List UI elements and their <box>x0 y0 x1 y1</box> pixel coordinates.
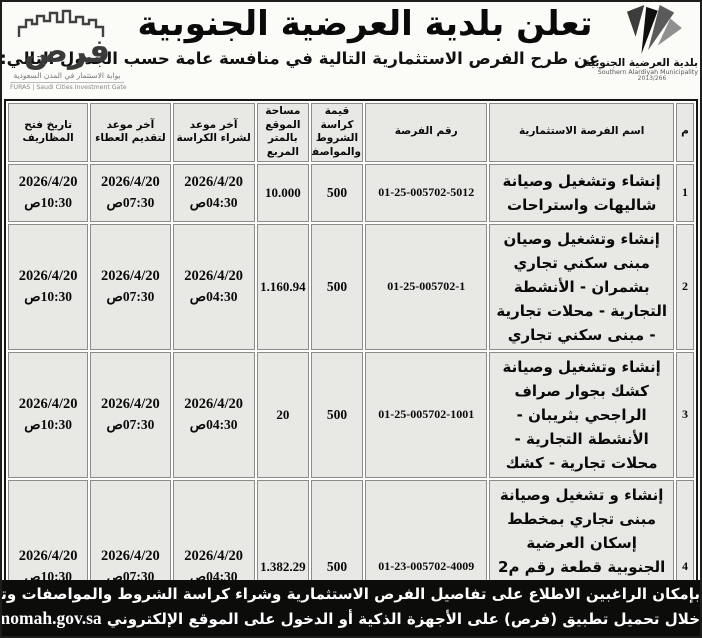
date-value: 2026/4/20 <box>18 174 78 191</box>
title-block: تعلن بلدية العرضية الجنوبية عن طرح الفرص… <box>0 2 600 69</box>
purchase-deadline-cell: 2026/4/20 04:30ص <box>172 163 255 222</box>
skyline-icon <box>17 9 105 37</box>
footer-bar: بإمكان الراغبين الاطلاع على تفاصيل الفرص… <box>2 580 700 636</box>
row-number-cell: 1 <box>675 163 694 222</box>
opening-date-cell: 2026/4/20 10:30ص <box>8 351 89 478</box>
opening-date-cell: 2026/4/20 10:30ص <box>8 223 89 350</box>
municipality-logo: بلدية العرضية الجنوبية Southern Alardiya… <box>584 4 698 83</box>
time-value: 10:30ص <box>24 195 73 211</box>
date-value: 2026/4/20 <box>101 548 160 565</box>
bid-deadline-cell: 2026/4/20 07:30ص <box>90 351 171 478</box>
table-header-row: م اسم الفرصة الاستثمارية رقم الفرصة قيمة… <box>8 103 694 162</box>
purchase-deadline-cell: 2026/4/20 04:30ص <box>172 351 255 478</box>
footer-url: https://Furas.momah.gov.sa <box>0 608 102 629</box>
furas-tagline-ar: بوابة الاستثمار في المدن السعودية <box>13 71 121 80</box>
column-header-bid-deadline: آخر موعد لتقديم العطاء <box>90 103 171 162</box>
column-header-purchase-deadline: آخر موعد لشراء الكراسة <box>172 103 255 162</box>
booklet-value-cell: 500 <box>310 163 364 222</box>
time-value: 10:30ص <box>24 289 73 305</box>
header: بلدية العرضية الجنوبية Southern Alardiya… <box>2 2 700 98</box>
municipality-name-ar: بلدية العرضية الجنوبية <box>584 57 698 69</box>
date-value: 2026/4/20 <box>101 268 160 285</box>
time-value: 04:30ص <box>189 289 238 305</box>
page-title: تعلن بلدية العرضية الجنوبية <box>137 4 593 44</box>
page-subtitle: عن طرح الفرص الاستثمارية التالية في مناف… <box>0 49 600 69</box>
site-area-cell: 1.160.94 <box>256 223 309 350</box>
row-number-cell: 2 <box>675 223 694 350</box>
opportunity-name-cell: إنشاء وتشغيل وصيانة كشك بجوار صراف الراج… <box>489 351 674 478</box>
site-area-cell: 20 <box>256 351 309 478</box>
bid-deadline-cell: 2026/4/20 07:30ص <box>90 163 171 222</box>
table-row: 3 إنشاء وتشغيل وصيانة كشك بجوار صراف الر… <box>8 351 694 478</box>
column-header-site-area: مساحة الموقع بالمتر المربع <box>256 103 309 162</box>
footer-line-1: بإمكان الراغبين الاطلاع على تفاصيل الفرص… <box>1 585 700 604</box>
time-value: 07:30ص <box>106 289 155 305</box>
table-row: 2 إنشاء وتشغيل وصيان مبنى سكني تجاري بشم… <box>8 223 694 350</box>
purchase-deadline-cell: 2026/4/20 04:30ص <box>172 223 255 350</box>
site-area-cell: 10.000 <box>256 163 309 222</box>
opportunity-name-cell: إنشاء وتشغيل وصيانة شاليهات واستراحات <box>489 163 674 222</box>
footer-line-2-text: خلال تحميل تطبيق (فرص) على الأجهزة الذكي… <box>106 610 700 629</box>
date-value: 2026/4/20 <box>101 396 160 413</box>
time-value: 04:30ص <box>189 195 238 211</box>
municipality-name-en: Southern Alardiyah Municipality <box>597 68 698 76</box>
municipality-emblem-icon <box>626 4 682 55</box>
opportunity-name-cell: إنشاء وتشغيل وصيان مبنى سكني تجاري بشمرا… <box>489 223 674 350</box>
date-value: 2026/4/20 <box>18 268 78 285</box>
time-value: 04:30ص <box>189 417 238 433</box>
opportunity-number-cell: 01-25-005702-5012 <box>365 163 488 222</box>
date-value: 2026/4/20 <box>184 396 244 413</box>
booklet-value-cell: 500 <box>310 351 364 478</box>
row-number-cell: 3 <box>675 351 694 478</box>
municipality-ref-number: 2013/266 <box>637 75 667 83</box>
furas-logo: فرص بوابة الاستثمار في المدن السعودية FU… <box>10 8 127 91</box>
table-row: 1 إنشاء وتشغيل وصيانة شاليهات واستراحات … <box>8 163 694 222</box>
opportunity-number-cell: 01-25-005702-1001 <box>365 351 488 478</box>
column-header-index: م <box>675 103 694 162</box>
opportunities-table: م اسم الفرصة الاستثمارية رقم الفرصة قيمة… <box>4 99 698 636</box>
date-value: 2026/4/20 <box>184 174 244 191</box>
furas-tagline-en: FURAS | Saudi Cities Investment Gate <box>10 82 127 91</box>
footer-line-2: خلال تحميل تطبيق (فرص) على الأجهزة الذكي… <box>2 606 700 631</box>
column-header-opening-date: تاريخ فتح المظاريف <box>8 103 89 162</box>
opportunity-number-cell: 01-25-005702-1 <box>365 223 488 350</box>
time-value: 07:30ص <box>106 417 155 433</box>
date-value: 2026/4/20 <box>184 268 244 285</box>
furas-wordmark: فرص <box>23 31 111 70</box>
time-value: 07:30ص <box>106 195 155 211</box>
column-header-booklet-value: قيمة كراسة الشروط والمواصفات <box>310 103 364 162</box>
date-value: 2026/4/20 <box>101 174 160 191</box>
bid-deadline-cell: 2026/4/20 07:30ص <box>90 223 171 350</box>
time-value: 10:30ص <box>24 417 73 433</box>
column-header-opportunity-name: اسم الفرصة الاستثمارية <box>489 103 674 162</box>
column-header-opportunity-number: رقم الفرصة <box>365 103 488 162</box>
date-value: 2026/4/20 <box>184 548 244 565</box>
opening-date-cell: 2026/4/20 10:30ص <box>8 163 89 222</box>
booklet-value-cell: 500 <box>310 223 364 350</box>
date-value: 2026/4/20 <box>18 548 78 565</box>
date-value: 2026/4/20 <box>18 396 78 413</box>
